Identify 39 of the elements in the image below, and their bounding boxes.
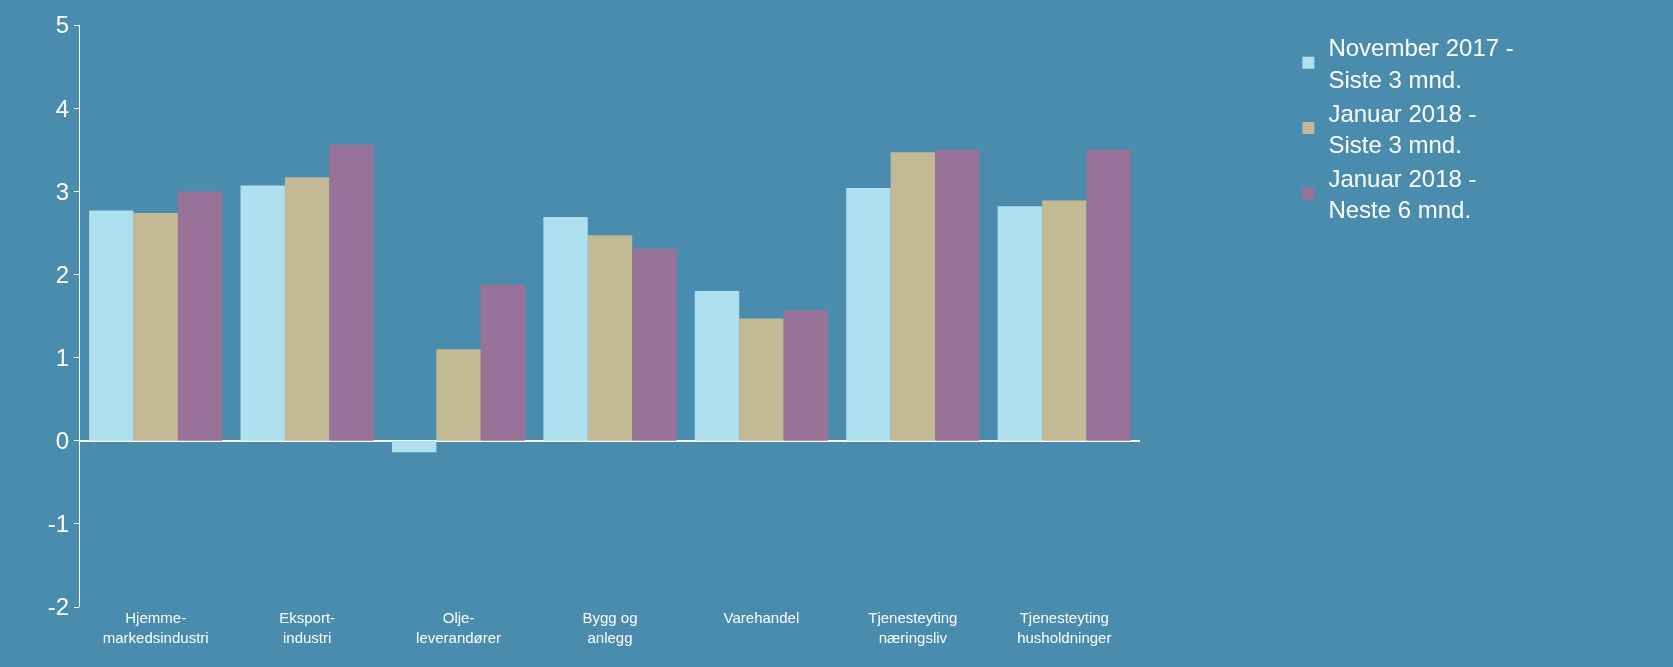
x-tick-label: Tjenesteyting husholdninger: [1017, 609, 1112, 646]
bar: [632, 248, 677, 441]
legend-label: Januar 2018 - Neste 6 mnd.: [1328, 165, 1477, 224]
bar: [935, 149, 980, 441]
bar: [177, 191, 223, 441]
bar: [587, 235, 633, 441]
x-tick-label: Eksport- industri: [279, 609, 336, 646]
x-tick-label: Bygg og anlegg: [582, 609, 638, 646]
legend-label: November 2017 - Siste 3 mnd.: [1328, 34, 1514, 93]
y-tick-label: 2: [55, 260, 70, 288]
bar: [846, 187, 891, 441]
y-tick-label: 1: [55, 343, 70, 371]
bar: [436, 349, 481, 441]
bar: [240, 185, 285, 441]
y-tick-label: -2: [47, 593, 70, 621]
bar: [783, 310, 829, 441]
bar: [329, 144, 374, 441]
bar: [997, 206, 1043, 441]
y-tick-label: 0: [55, 427, 70, 455]
bar: [391, 440, 437, 453]
y-tick-label: 5: [55, 11, 70, 39]
legend-label: Januar 2018 - Siste 3 mnd.: [1328, 99, 1477, 159]
y-tick-label: 4: [55, 94, 70, 122]
bar: [543, 217, 588, 441]
bar: [480, 284, 526, 441]
y-tick-label: 3: [55, 177, 70, 205]
bar: [89, 210, 134, 441]
bar: [1042, 200, 1087, 441]
bar: [694, 291, 740, 441]
y-tick-label: -1: [47, 510, 70, 538]
x-tick-label: Olje- leverandører: [416, 609, 502, 646]
bar: [284, 177, 330, 441]
x-tick-label: Tjenesteyting næringsliv: [868, 609, 958, 646]
x-tick-label: Hjemme- markedsindustri: [102, 609, 209, 646]
bar: [133, 212, 178, 441]
bar: [739, 318, 784, 441]
bar: [890, 152, 936, 441]
x-tick-label: Varehandel: [723, 609, 800, 626]
bar: [1086, 149, 1131, 441]
